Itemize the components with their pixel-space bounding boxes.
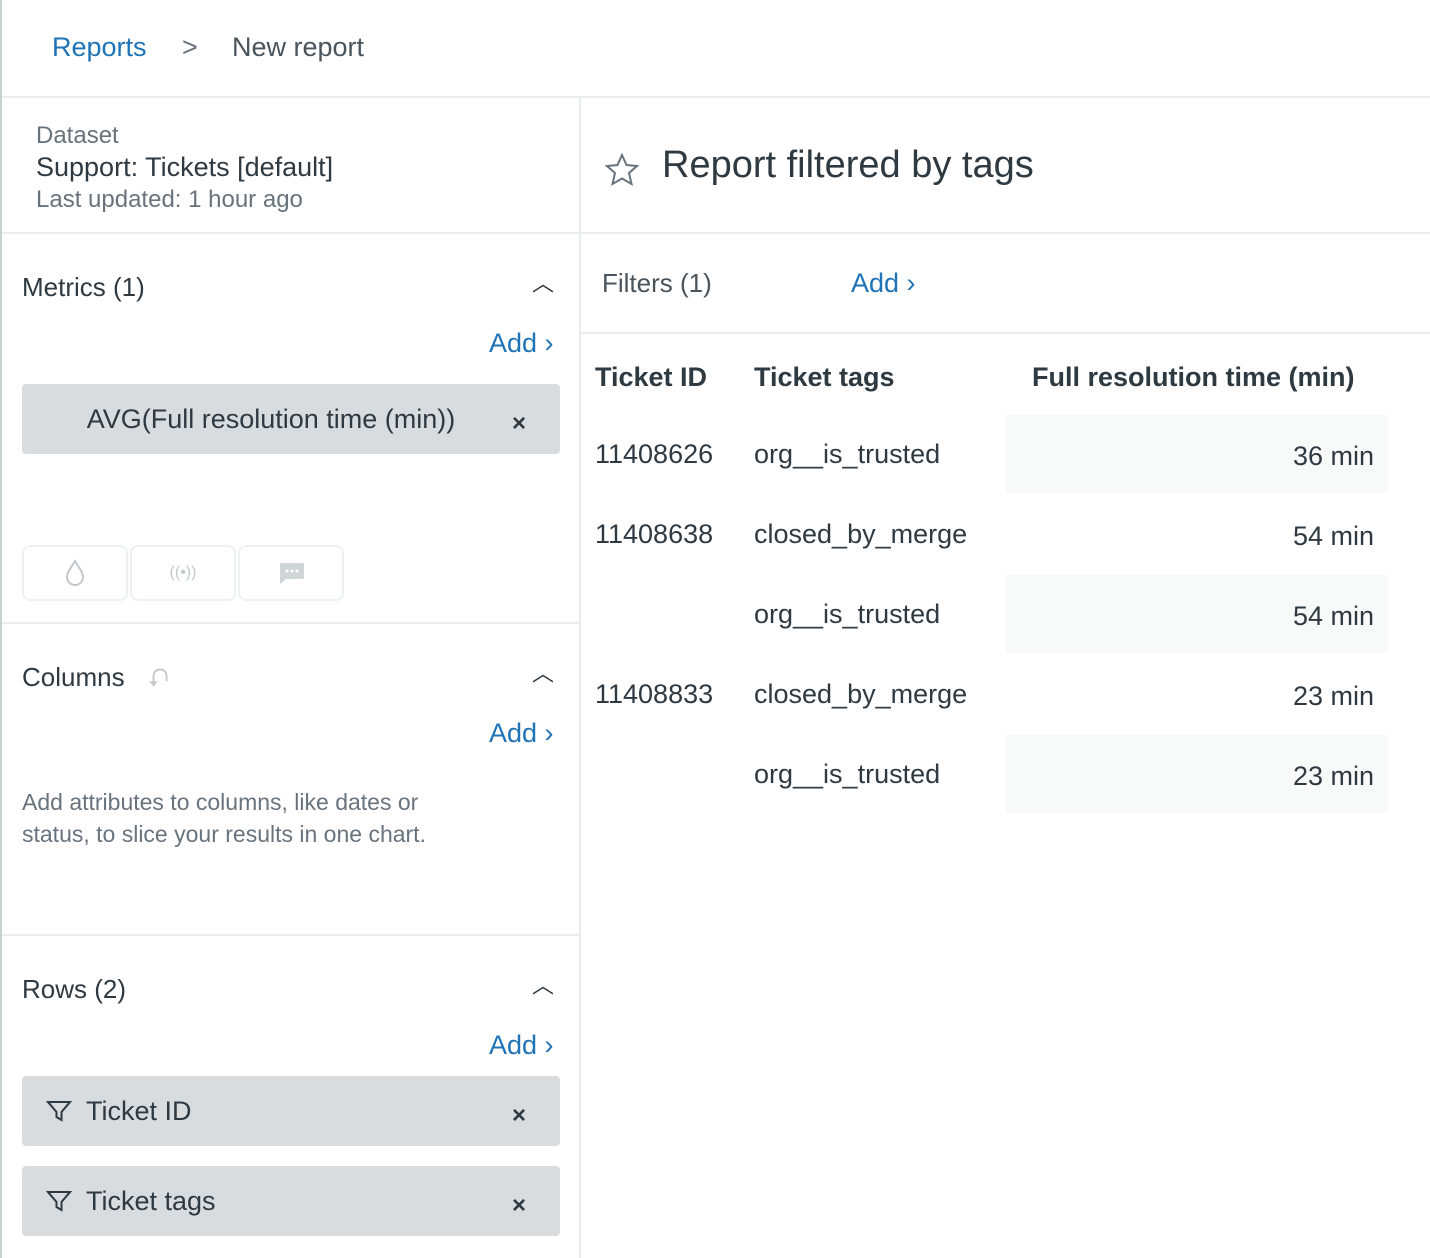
rows-title: Rows (2) <box>22 974 127 1004</box>
cell-ticket-tags: closed_by_merge <box>754 519 968 549</box>
column-header[interactable]: Ticket ID <box>595 362 708 392</box>
metrics-title: Metrics (1) <box>22 272 145 302</box>
cell-ticket-tags: org__is_trusted <box>754 599 941 629</box>
divider <box>581 332 1430 334</box>
filter-icon <box>46 1191 72 1212</box>
dataset-label: Dataset <box>36 122 119 149</box>
row-chip-ticket-id[interactable]: Ticket ID × <box>22 1076 560 1146</box>
row-label: Ticket ID <box>86 1095 192 1126</box>
cell-resolution-time: 54 min <box>1292 521 1374 551</box>
swap-icon[interactable]: ⮏ <box>148 663 169 693</box>
add-metric-button[interactable]: Add › <box>489 328 554 358</box>
cell-ticket-tags: org__is_trusted <box>754 439 941 469</box>
column-header[interactable]: Full resolution time (min) <box>1032 362 1355 392</box>
cell-resolution-time: 23 min <box>1292 761 1374 791</box>
remove-metric-icon[interactable]: × <box>511 410 526 437</box>
metric-chip[interactable]: AVG(Full resolution time (min)) × <box>22 384 560 454</box>
cell-ticket-id: 11408638 <box>595 519 714 549</box>
divider <box>2 622 580 624</box>
divider <box>2 96 1430 98</box>
add-filter-button[interactable]: Add › <box>851 268 916 298</box>
cell-ticket-tags: closed_by_merge <box>754 679 968 709</box>
dataset-updated: Last updated: 1 hour ago <box>36 186 303 213</box>
column-header[interactable]: Ticket tags <box>754 362 895 392</box>
chat-icon-button[interactable] <box>238 545 344 601</box>
metric-label: AVG(Full resolution time (min)) <box>86 403 456 434</box>
collapse-metrics-icon[interactable]: ︿ <box>532 271 555 296</box>
drop-icon <box>65 559 85 586</box>
row-shade <box>1006 575 1388 653</box>
divider <box>2 232 1430 234</box>
columns-title: Columns <box>22 662 125 692</box>
breadcrumb-current: New report <box>232 32 365 62</box>
row-label: Ticket tags <box>86 1185 216 1216</box>
broadcast-icon-button[interactable]: ((•)) <box>130 545 236 601</box>
filter-icon <box>46 1101 72 1122</box>
drop-icon-button[interactable] <box>22 545 128 601</box>
cell-resolution-time: 54 min <box>1292 601 1374 631</box>
collapse-rows-icon[interactable]: ︿ <box>532 973 555 998</box>
divider <box>2 934 580 936</box>
row-shade <box>1006 415 1388 493</box>
row-shade <box>1006 735 1388 813</box>
add-row-button[interactable]: Add › <box>489 1030 554 1060</box>
star-icon[interactable] <box>604 153 640 187</box>
panel-divider <box>579 97 581 1258</box>
hint-line: Add attributes to columns, like dates or <box>22 789 419 815</box>
remove-row-icon[interactable]: × <box>511 1102 526 1129</box>
cell-resolution-time: 23 min <box>1292 681 1374 711</box>
cell-ticket-id: 11408833 <box>595 679 714 709</box>
breadcrumb-separator: > <box>182 32 198 62</box>
row-chip-ticket-tags[interactable]: Ticket tags × <box>22 1166 560 1236</box>
dataset-name[interactable]: Support: Tickets [default] <box>36 152 334 182</box>
collapse-columns-icon[interactable]: ︿ <box>532 661 555 686</box>
broadcast-icon: ((•)) <box>169 564 197 581</box>
filters-title: Filters (1) <box>602 268 712 298</box>
add-column-button[interactable]: Add › <box>489 718 554 748</box>
report-title[interactable]: Report filtered by tags <box>662 144 1034 186</box>
breadcrumb-reports-link[interactable]: Reports <box>52 32 147 62</box>
hint-line: status, to slice your results in one cha… <box>22 821 426 847</box>
cell-resolution-time: 36 min <box>1292 441 1374 471</box>
chat-bubble-icon <box>280 563 304 584</box>
columns-hint: Add attributes to columns, like dates or… <box>22 786 426 850</box>
remove-row-icon[interactable]: × <box>511 1192 526 1219</box>
cell-ticket-id: 11408626 <box>595 439 714 469</box>
cell-ticket-tags: org__is_trusted <box>754 759 941 789</box>
